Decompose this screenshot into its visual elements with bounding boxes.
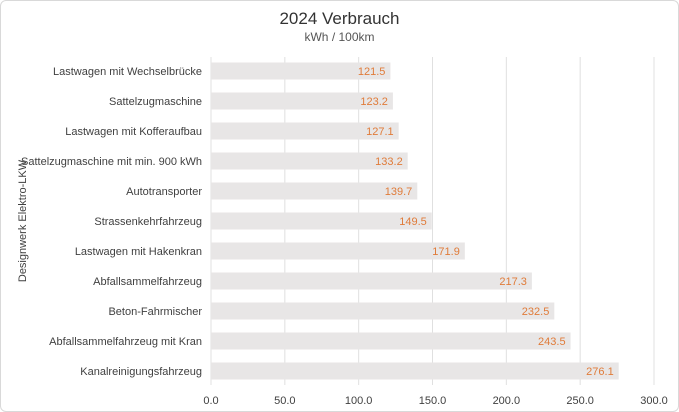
chart-subtitle: kWh / 100km — [304, 30, 374, 44]
category-label: Lastwagen mit Wechselbrücke — [53, 66, 202, 78]
bar — [211, 92, 393, 110]
category-label: Kanalreinigungsfahrzeug — [80, 366, 202, 378]
category-label: Sattelzugmaschine — [109, 96, 202, 108]
x-tick-label: 50.0 — [274, 395, 295, 407]
grid-lines — [210, 57, 655, 385]
category-label: Abfallsammelfahrzeug mit Kran — [49, 336, 202, 348]
bar — [211, 122, 399, 140]
x-tick-label: 200.0 — [493, 395, 521, 407]
x-tick-label: 100.0 — [345, 395, 373, 407]
value-label: 127.1 — [366, 126, 394, 138]
bar — [211, 362, 619, 380]
x-tick-labels: 0.0 50.0 100.0 150.0 200.0 250.0 300.0 — [203, 395, 667, 407]
value-label: 133.2 — [375, 156, 403, 168]
y-axis-label: Designwerk Elektro-LKW — [17, 159, 29, 282]
x-tick-label: 300.0 — [640, 395, 668, 407]
category-label: Sattelzugmaschine mit min. 900 kWh — [21, 156, 202, 168]
x-tick-label: 150.0 — [419, 395, 447, 407]
bar — [211, 152, 408, 170]
bar — [211, 212, 432, 230]
bar — [211, 182, 418, 200]
x-tick-label: 250.0 — [566, 395, 594, 407]
bar — [211, 62, 391, 80]
category-label: Beton-Fahrmischer — [108, 306, 202, 318]
bar — [211, 242, 465, 260]
category-label: Abfallsammelfahrzeug — [93, 276, 202, 288]
value-label: 139.7 — [385, 186, 413, 198]
chart-title: 2024 Verbrauch — [279, 9, 399, 28]
category-label: Lastwagen mit Kofferaufbau — [65, 126, 202, 138]
category-labels: Lastwagen mit Wechselbrücke Sattelzugmasc… — [21, 66, 202, 378]
category-label: Autotransporter — [126, 186, 202, 198]
bars — [211, 62, 619, 380]
category-label: Lastwagen mit Hakenkran — [75, 246, 202, 258]
bar — [211, 332, 571, 350]
bar — [211, 272, 532, 290]
category-label: Strassenkehrfahrzeug — [94, 216, 202, 228]
value-label: 217.3 — [499, 276, 527, 288]
value-label: 232.5 — [522, 306, 550, 318]
value-label: 123.2 — [360, 96, 388, 108]
value-label: 243.5 — [538, 336, 566, 348]
x-tick-label: 0.0 — [203, 395, 218, 407]
value-label: 171.9 — [432, 246, 460, 258]
bar — [211, 302, 555, 320]
value-labels: 121.5 123.2 127.1 133.2 139.7 149.5 171.9 217.3… — [358, 66, 614, 378]
value-label: 121.5 — [358, 66, 386, 78]
value-label: 276.1 — [586, 366, 614, 378]
value-label: 149.5 — [399, 216, 427, 228]
